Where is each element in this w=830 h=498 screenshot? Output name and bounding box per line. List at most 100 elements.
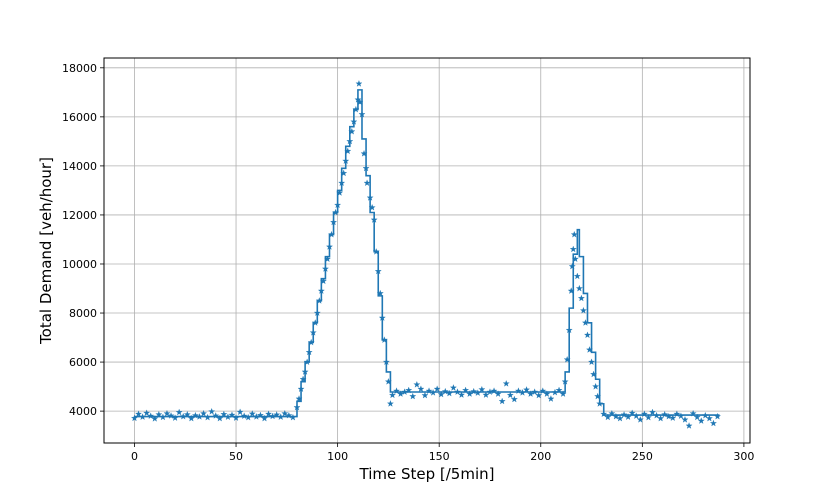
demand-star-marker xyxy=(175,408,183,416)
demand-star-marker xyxy=(384,378,392,385)
demand-star-marker xyxy=(478,385,486,393)
x-tick-label: 100 xyxy=(327,450,348,463)
demand-star-marker xyxy=(265,410,273,418)
demand-star-marker xyxy=(171,414,179,421)
demand-star-marker xyxy=(393,387,400,394)
y-tick-label: 10000 xyxy=(62,258,97,271)
demand-star-marker xyxy=(232,414,240,421)
x-axis-label: Time Step [/5min] xyxy=(359,465,495,483)
demand-star-marker xyxy=(657,414,665,422)
demand-star-marker xyxy=(360,149,368,157)
demand-star-marker xyxy=(356,98,364,106)
demand-star-marker xyxy=(321,265,329,272)
demand-star-marker xyxy=(701,411,709,419)
demand-star-marker xyxy=(346,137,354,145)
demand-star-marker xyxy=(155,410,163,418)
demand-star-marker xyxy=(208,407,216,415)
demand-star-marker xyxy=(685,422,693,429)
demand-star-marker xyxy=(273,411,281,418)
demand-star-marker xyxy=(490,387,498,394)
demand-star-marker xyxy=(370,216,378,223)
demand-star-marker xyxy=(561,378,569,385)
demand-star-marker xyxy=(382,358,390,366)
y-tick-label: 18000 xyxy=(62,62,97,75)
demand-star-marker xyxy=(579,306,587,314)
demand-star-marker xyxy=(224,413,232,420)
demand-star-marker xyxy=(570,230,578,238)
y-tick-label: 8000 xyxy=(69,307,97,320)
demand-star-marker xyxy=(551,388,559,396)
demand-star-marker xyxy=(289,413,297,421)
demand-star-marker xyxy=(139,413,147,420)
demand-star-marker xyxy=(514,387,522,394)
demand-star-marker xyxy=(269,412,277,420)
demand-star-marker xyxy=(413,380,421,388)
demand-star-marker xyxy=(301,368,309,375)
demand-star-marker xyxy=(216,414,224,422)
demand-star-marker xyxy=(143,409,151,417)
demand-star-marker xyxy=(328,230,335,238)
demand-star-marker xyxy=(338,179,346,187)
x-tick-label: 0 xyxy=(131,450,138,463)
demand-star-marker xyxy=(355,80,363,87)
demand-star-marker xyxy=(640,410,648,418)
demand-star-marker xyxy=(159,413,167,421)
demand-star-marker xyxy=(362,164,370,172)
demand-star-marker xyxy=(594,392,602,400)
y-tick-label: 14000 xyxy=(62,160,97,173)
demand-star-marker xyxy=(458,391,466,398)
plot-frame xyxy=(103,57,751,444)
demand-star-marker xyxy=(179,412,187,420)
demand-star-marker xyxy=(248,410,256,417)
demand-star-marker xyxy=(571,255,579,263)
demand-star-marker xyxy=(584,331,591,339)
demand-star-marker xyxy=(131,414,138,422)
demand-star-marker xyxy=(319,277,327,285)
demand-star-marker xyxy=(311,319,319,326)
demand-star-marker xyxy=(569,245,577,253)
demand-star-marker xyxy=(212,412,220,419)
demand-star-marker xyxy=(575,284,583,292)
demand-star-marker xyxy=(358,110,366,118)
y-tick-label: 12000 xyxy=(62,209,97,222)
demand-star-marker xyxy=(506,391,514,399)
demand-star-marker xyxy=(628,409,636,417)
demand-star-marker xyxy=(167,412,175,419)
demand-star-marker xyxy=(608,409,616,417)
demand-star-marker xyxy=(363,179,371,187)
demand-star-marker xyxy=(565,326,573,334)
demand-step-line xyxy=(134,89,720,418)
demand-star-marker xyxy=(295,395,303,402)
demand-star-marker xyxy=(401,388,409,395)
demand-star-marker xyxy=(378,314,386,321)
demand-star-marker xyxy=(303,358,311,366)
demand-star-marker xyxy=(348,127,356,135)
demand-star-marker xyxy=(376,289,384,297)
demand-star-marker xyxy=(689,409,697,417)
demand-star-marker xyxy=(527,390,535,397)
demand-star-marker xyxy=(433,385,441,393)
x-tick-label: 200 xyxy=(530,450,551,463)
demand-star-marker xyxy=(200,409,208,417)
demand-star-marker xyxy=(332,208,340,216)
demand-star-marker xyxy=(309,329,317,336)
demand-star-marker xyxy=(397,390,405,397)
demand-star-marker xyxy=(586,346,593,353)
demand-star-marker xyxy=(632,412,640,419)
demand-star-marker xyxy=(441,387,449,395)
demand-star-marker xyxy=(352,105,360,113)
demand-star-marker xyxy=(697,417,705,424)
demand-star-marker xyxy=(368,203,376,211)
demand-star-marker xyxy=(581,319,589,326)
demand-star-marker xyxy=(297,385,305,393)
demand-star-marker xyxy=(705,414,713,422)
demand-star-marker xyxy=(596,400,604,407)
demand-star-marker xyxy=(417,385,425,393)
demand-star-marker xyxy=(567,287,575,294)
demand-star-marker xyxy=(470,387,478,395)
demand-star-marker xyxy=(588,358,596,366)
demand-star-marker xyxy=(563,355,571,363)
demand-star-marker xyxy=(661,410,669,418)
demand-star-marker xyxy=(374,267,382,275)
demand-star-marker xyxy=(388,391,396,399)
